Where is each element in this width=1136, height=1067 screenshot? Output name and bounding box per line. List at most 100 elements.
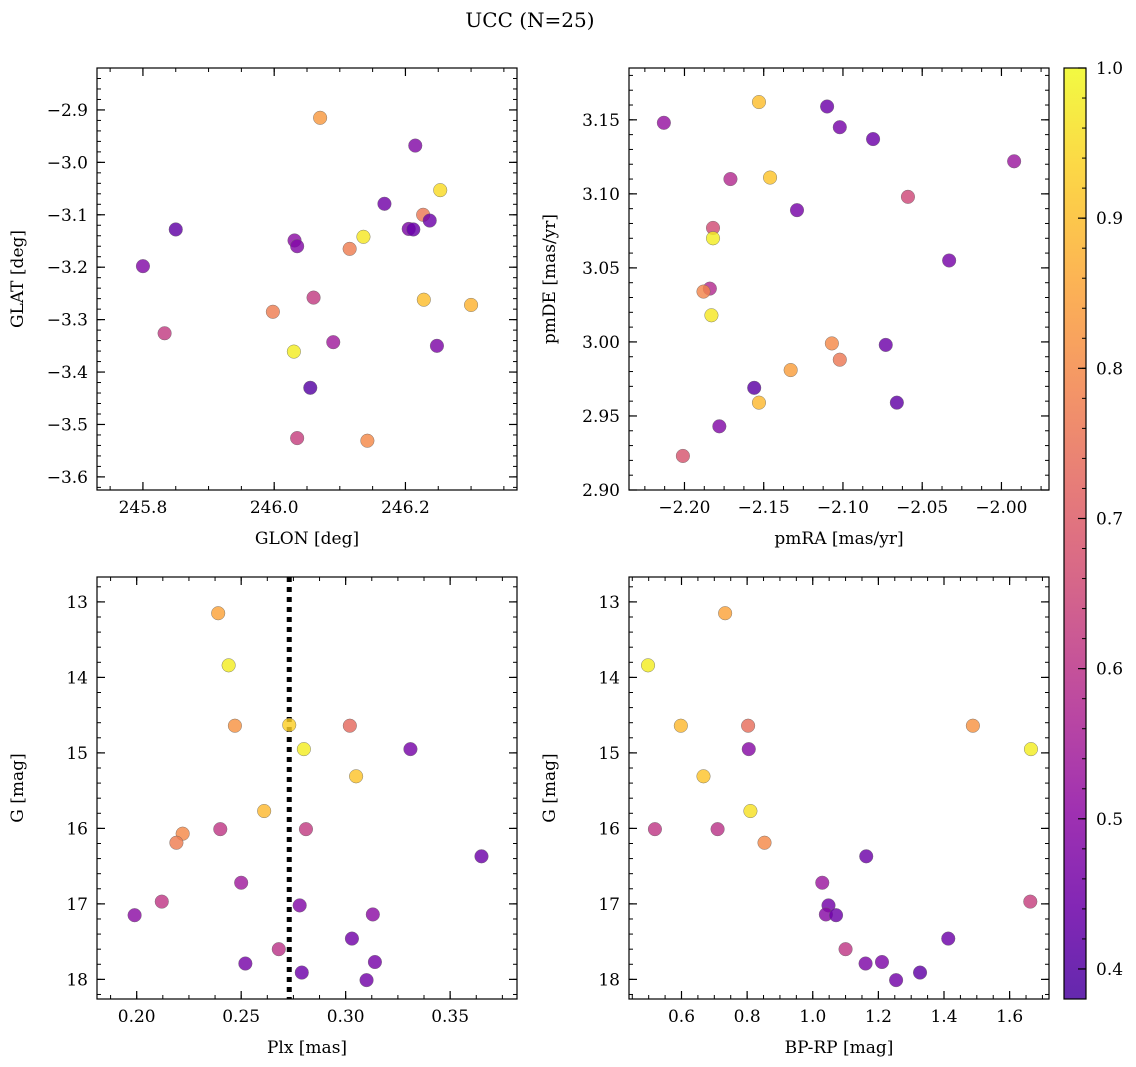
axes-frame [96, 576, 518, 1000]
colorbar-frame [1063, 67, 1087, 1000]
data-point [941, 931, 956, 946]
y-axis-label: pmDE [mas/yr] [540, 214, 560, 344]
data-point [878, 337, 893, 352]
data-point [360, 433, 375, 448]
x-tick-label: 245.8 [119, 498, 168, 518]
y-tick-label: 13 [598, 593, 620, 613]
data-point [464, 297, 479, 312]
data-point [211, 606, 226, 621]
y-tick-label: 3.05 [582, 259, 620, 279]
x-tick-label: 0.6 [668, 1007, 695, 1027]
data-point [723, 172, 738, 187]
data-point [889, 973, 904, 988]
data-point [710, 822, 725, 837]
y-tick-label: −3.2 [47, 258, 88, 278]
panel-plx-g: 0.20 0.25 0.30 0.35 13 14 15 16 17 18 Plx [mas] G [… [8, 576, 518, 1058]
data-point [675, 448, 690, 463]
data-point [213, 822, 228, 837]
x-tick-label: −2.20 [658, 498, 710, 518]
colorbar-tick-label: 0.9 [1096, 209, 1123, 229]
colorbar-tick-label: 0.4 [1096, 960, 1123, 980]
data-point [790, 203, 805, 218]
x-tick-label: 246.2 [381, 498, 430, 518]
data-point [942, 253, 957, 268]
figure-title: UCC (N=25) [465, 8, 594, 32]
data-point [866, 132, 881, 147]
data-point [706, 231, 721, 246]
y-tick-label: 3.15 [582, 111, 620, 131]
data-point [359, 973, 374, 988]
data-point [367, 955, 382, 970]
data-point [832, 120, 847, 135]
data-point [154, 894, 169, 909]
data-point [303, 380, 318, 395]
x-axis-label: BP-RP [mag] [785, 1038, 894, 1058]
x-axis-label: Plx [mas] [267, 1038, 347, 1058]
x-tick-label: 0.25 [222, 1007, 260, 1027]
x-tick-label: −2.15 [738, 498, 790, 518]
y-tick-label: −3.1 [47, 206, 88, 226]
y-axis-label: G [mag] [540, 753, 560, 822]
data-point [696, 284, 711, 299]
data-point [751, 95, 766, 110]
data-point [344, 931, 359, 946]
data-point [704, 308, 719, 323]
x-tick-label: 246.0 [250, 498, 299, 518]
data-point [641, 658, 656, 673]
x-tick-label: −2.10 [817, 498, 869, 518]
plot-area [97, 577, 517, 999]
data-point [422, 213, 437, 228]
data-point [1023, 894, 1038, 909]
data-point [718, 606, 733, 621]
x-tick-label: 1.4 [930, 1007, 957, 1027]
x-tick-label: 0.35 [431, 1007, 469, 1027]
y-axis-label: G [mag] [8, 753, 28, 822]
panel-bprp-g: 0.6 0.8 1.0 1.2 1.4 1.6 13 14 15 16 17 18 BP-RP [mag… [540, 576, 1050, 1058]
data-point [157, 326, 172, 341]
data-point [696, 769, 711, 784]
x-tick-label: 0.8 [734, 1007, 761, 1027]
data-point [313, 110, 328, 125]
data-point [221, 658, 236, 673]
data-point [257, 804, 272, 819]
y-tick-label: 14 [66, 668, 88, 688]
y-tick-label: −3.3 [47, 311, 88, 331]
data-point [824, 336, 839, 351]
data-point [342, 718, 357, 733]
data-point [741, 742, 756, 757]
y-tick-label: 18 [598, 970, 620, 990]
data-point [838, 942, 853, 957]
data-point [647, 822, 662, 837]
data-point [377, 196, 392, 211]
y-tick-label: −3.0 [47, 153, 88, 173]
y-tick-label: 17 [598, 895, 620, 915]
colorbar-tick-label: 0.6 [1096, 660, 1123, 680]
data-point [743, 804, 758, 819]
data-point [858, 956, 873, 971]
data-point [356, 229, 371, 244]
data-point [271, 942, 286, 957]
data-point [168, 222, 183, 237]
data-point [282, 717, 297, 732]
plot-area [97, 68, 517, 490]
data-point [234, 875, 249, 890]
colorbar-fill [1064, 68, 1086, 999]
x-axis-label: GLON [deg] [255, 529, 359, 549]
y-axis-label: GLAT [deg] [8, 230, 28, 328]
data-point [815, 875, 830, 890]
y-tick-label: −3.6 [47, 468, 88, 488]
data-point [474, 849, 489, 864]
data-point [783, 363, 798, 378]
x-tick-label: 1.0 [799, 1007, 826, 1027]
data-point [741, 718, 756, 733]
data-point [306, 290, 321, 305]
data-point [416, 292, 431, 307]
data-point [227, 718, 242, 733]
data-point [965, 718, 980, 733]
data-point [874, 955, 889, 970]
colorbar-tick-label: 0.8 [1096, 359, 1123, 379]
data-point [127, 908, 142, 923]
data-point [298, 822, 313, 837]
data-point [859, 849, 874, 864]
